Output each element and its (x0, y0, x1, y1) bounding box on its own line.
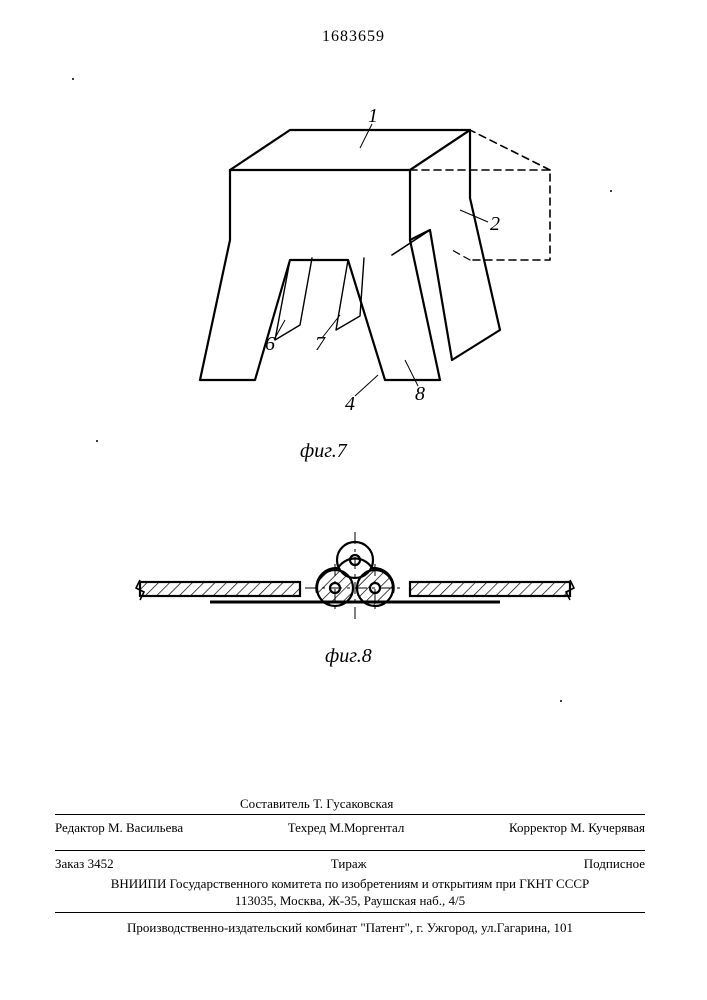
techred-label: Техред (288, 820, 326, 835)
order-number: 3452 (88, 856, 114, 871)
order-label: Заказ (55, 856, 84, 871)
compiler-name: Т. Гусаковская (313, 796, 393, 811)
fig8-caption: фиг.8 (325, 645, 372, 668)
press-line: Производственно-издательский комбинат "П… (55, 920, 645, 936)
figure-7: 1 2 6 7 4 8 (140, 90, 570, 450)
credits-row: Редактор М. Васильева Техред М.Моргентал… (55, 820, 645, 836)
patent-number: 1683659 (0, 28, 707, 46)
tirazh-label: Тираж (331, 856, 367, 872)
rule-2 (55, 850, 645, 851)
corrector-name: М. Кучерявая (570, 820, 645, 835)
editor-name: М. Васильева (108, 820, 183, 835)
fig7-label-2: 2 (490, 213, 500, 235)
fig7-caption: фиг.7 (300, 440, 347, 463)
page: 1683659 (0, 0, 707, 1000)
techred-name: М.Моргентал (329, 820, 404, 835)
org-line1: ВНИИПИ Государственного комитета по изоб… (55, 876, 645, 892)
fig7-label-6: 6 (265, 333, 275, 355)
fig7-label-7: 7 (315, 333, 326, 355)
compiler-label: Составитель (240, 796, 310, 811)
fig7-label-8: 8 (415, 383, 425, 405)
org-line2: 113035, Москва, Ж-35, Раушская наб., 4/5 (55, 893, 645, 909)
editor-label: Редактор (55, 820, 105, 835)
rule-1 (55, 814, 645, 815)
compiler-row: Составитель Т. Гусаковская (240, 796, 645, 812)
corrector-label: Корректор (509, 820, 567, 835)
podpisnoe: Подписное (584, 856, 645, 872)
figure-8 (120, 530, 590, 650)
order-row: Заказ 3452 Тираж Подписное ВНИИПИ Госуда… (55, 856, 645, 909)
rule-3 (55, 912, 645, 913)
fig7-label-1: 1 (368, 105, 378, 127)
fig7-label-4: 4 (345, 393, 355, 415)
